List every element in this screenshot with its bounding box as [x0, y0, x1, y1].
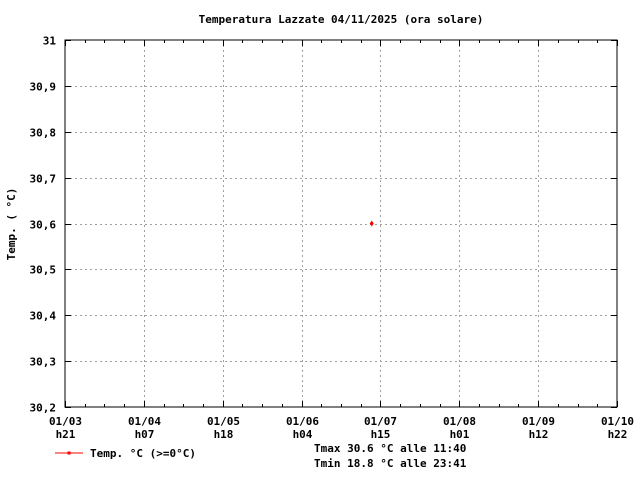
x-tick-label-date: 01/08 [443, 415, 476, 428]
x-tick-label-date: 01/04 [128, 415, 161, 428]
x-tick-label-date: 01/10 [601, 415, 634, 428]
y-tick-label: 30,6 [30, 219, 57, 232]
x-tick-label-hour: h07 [135, 428, 155, 441]
y-tick-label: 30,9 [30, 81, 57, 94]
legend-label: Temp. °C (>=0°C) [90, 447, 196, 460]
x-tick-label-hour: h04 [293, 428, 313, 441]
x-tick-label-hour: h22 [608, 428, 628, 441]
y-tick-label: 30,2 [30, 402, 57, 415]
y-tick-label: 30,7 [30, 173, 57, 186]
y-tick-label: 30,8 [30, 127, 57, 140]
annotation-tmin: Tmin 18.8 °C alle 23:41 [314, 457, 467, 470]
x-tick-label-hour: h18 [214, 428, 234, 441]
y-axis-label: Temp. ( °C) [5, 188, 18, 261]
x-tick-label-hour: h01 [450, 428, 470, 441]
chart-title: Temperatura Lazzate 04/11/2025 (ora sola… [199, 13, 484, 26]
data-point [369, 220, 374, 227]
legend: Temp. °C (>=0°C) [55, 447, 196, 460]
x-tick-label-date: 01/09 [522, 415, 555, 428]
legend-marker [67, 451, 71, 455]
annotation-tmax: Tmax 30.6 °C alle 11:40 [314, 442, 466, 455]
plot-border [64, 39, 618, 408]
y-tick-label: 30,3 [30, 356, 57, 369]
x-tick-label-date: 01/06 [286, 415, 319, 428]
x-tick-label-date: 01/03 [49, 415, 82, 428]
x-tick-label-hour: h15 [371, 428, 391, 441]
x-tick-label-hour: h12 [529, 428, 549, 441]
x-tick-label-hour: h21 [56, 428, 76, 441]
x-tick-label-date: 01/07 [364, 415, 397, 428]
x-tick-label-date: 01/05 [207, 415, 240, 428]
y-tick-label: 30,4 [30, 310, 57, 323]
y-tick-label: 31 [43, 35, 57, 48]
y-tick-label: 30,5 [30, 264, 57, 277]
